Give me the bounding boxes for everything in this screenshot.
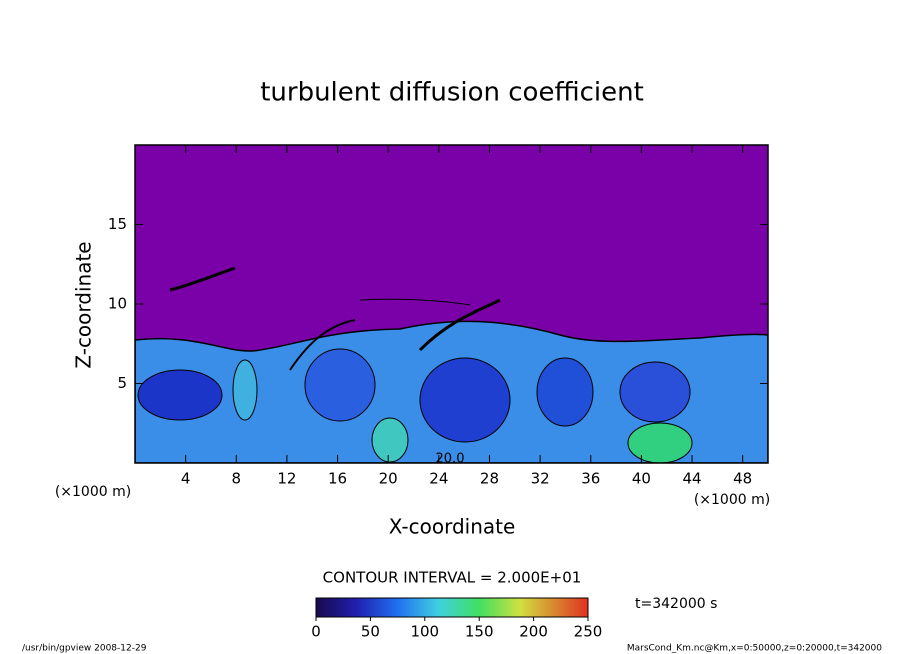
colorbar-tick-label: 250 bbox=[574, 623, 603, 641]
x-tick-label: 24 bbox=[429, 470, 448, 488]
x-axis-label: X-coordinate bbox=[389, 515, 516, 539]
colorbar-tick-label: 200 bbox=[519, 623, 548, 641]
y-axis-label: Z-coordinate bbox=[72, 241, 96, 368]
x-tick-label: 44 bbox=[682, 470, 701, 488]
colorbar-tick-label: 150 bbox=[465, 623, 494, 641]
x-tick-label: 4 bbox=[181, 470, 191, 488]
x-tick-label: 20 bbox=[379, 470, 398, 488]
x-tick-label: 32 bbox=[531, 470, 550, 488]
time-label: t=342000 s bbox=[635, 596, 717, 612]
x-unit: (×1000 m) bbox=[694, 492, 770, 508]
contour-label: 20.0 bbox=[436, 452, 465, 467]
x-tick-label: 12 bbox=[277, 470, 296, 488]
y-unit: (×1000 m) bbox=[55, 484, 131, 500]
contour-interval: CONTOUR INTERVAL = 2.000E+01 bbox=[323, 569, 582, 587]
x-tick-label: 36 bbox=[581, 470, 600, 488]
y-tick-label: 10 bbox=[108, 295, 127, 313]
colorbar-tick-label: 100 bbox=[410, 623, 439, 641]
colorbar bbox=[315, 597, 589, 618]
footer-right: MarsCond_Km.nc@Km,x=0:50000,z=0:20000,t=… bbox=[627, 644, 882, 654]
y-tick-label: 5 bbox=[117, 374, 127, 392]
x-tick-label: 40 bbox=[632, 470, 651, 488]
x-tick-label: 48 bbox=[733, 470, 752, 488]
colorbar-tick-label: 0 bbox=[311, 623, 321, 641]
y-tick-label: 15 bbox=[108, 215, 127, 233]
contour-field bbox=[135, 145, 768, 463]
colorbar-tick-label: 50 bbox=[361, 623, 380, 641]
footer-left: /usr/bin/gpview 2008-12-29 bbox=[22, 644, 147, 654]
x-tick-label: 8 bbox=[232, 470, 242, 488]
x-tick-label: 28 bbox=[480, 470, 499, 488]
chart-title: turbulent diffusion coefficient bbox=[260, 78, 644, 108]
x-tick-label: 16 bbox=[328, 470, 347, 488]
